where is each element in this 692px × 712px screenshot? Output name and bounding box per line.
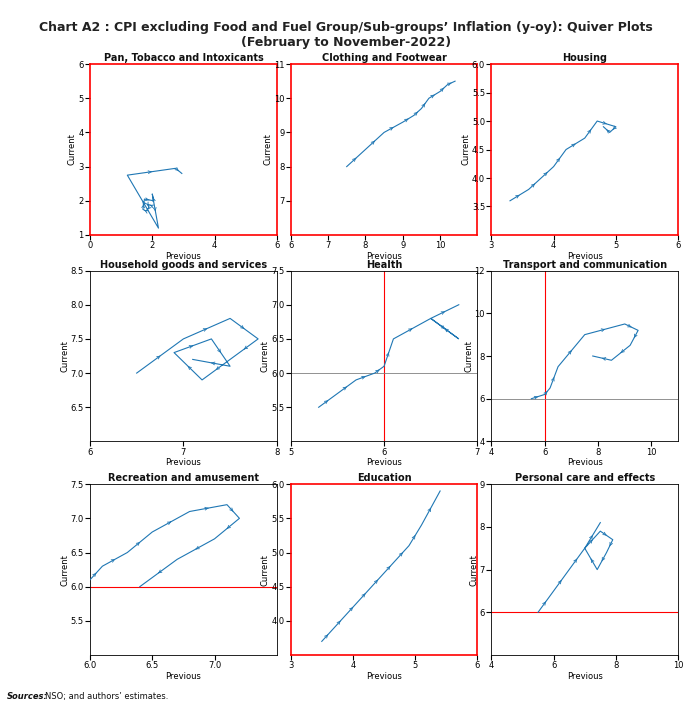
X-axis label: Previous: Previous [165, 671, 201, 681]
X-axis label: Previous: Previous [165, 251, 201, 261]
Y-axis label: Current: Current [60, 554, 69, 585]
X-axis label: Previous: Previous [165, 458, 201, 467]
Title: Transport and communication: Transport and communication [502, 260, 667, 270]
Title: Personal care and effects: Personal care and effects [515, 473, 655, 483]
Y-axis label: Current: Current [68, 134, 77, 165]
Y-axis label: Current: Current [261, 554, 270, 585]
Text: Sources:: Sources: [7, 692, 48, 701]
Title: Housing: Housing [562, 53, 608, 63]
X-axis label: Previous: Previous [366, 251, 402, 261]
Y-axis label: Current: Current [469, 554, 478, 585]
Y-axis label: Current: Current [462, 134, 471, 165]
Text: NSO; and authors’ estimates.: NSO; and authors’ estimates. [45, 692, 168, 701]
Y-axis label: Current: Current [60, 340, 69, 372]
X-axis label: Previous: Previous [567, 251, 603, 261]
Text: Chart A2 : CPI excluding Food and Fuel Group/Sub-groups’ Inflation (y-oy): Quive: Chart A2 : CPI excluding Food and Fuel G… [39, 21, 653, 49]
X-axis label: Previous: Previous [567, 671, 603, 681]
Y-axis label: Current: Current [464, 340, 473, 372]
Title: Clothing and Footwear: Clothing and Footwear [322, 53, 446, 63]
Title: Education: Education [357, 473, 411, 483]
X-axis label: Previous: Previous [567, 458, 603, 467]
Title: Recreation and amusement: Recreation and amusement [108, 473, 259, 483]
Title: Health: Health [366, 260, 402, 270]
X-axis label: Previous: Previous [366, 671, 402, 681]
Y-axis label: Current: Current [264, 134, 273, 165]
Title: Pan, Tobacco and Intoxicants: Pan, Tobacco and Intoxicants [104, 53, 263, 63]
Title: Household goods and services: Household goods and services [100, 260, 267, 270]
Y-axis label: Current: Current [261, 340, 270, 372]
X-axis label: Previous: Previous [366, 458, 402, 467]
